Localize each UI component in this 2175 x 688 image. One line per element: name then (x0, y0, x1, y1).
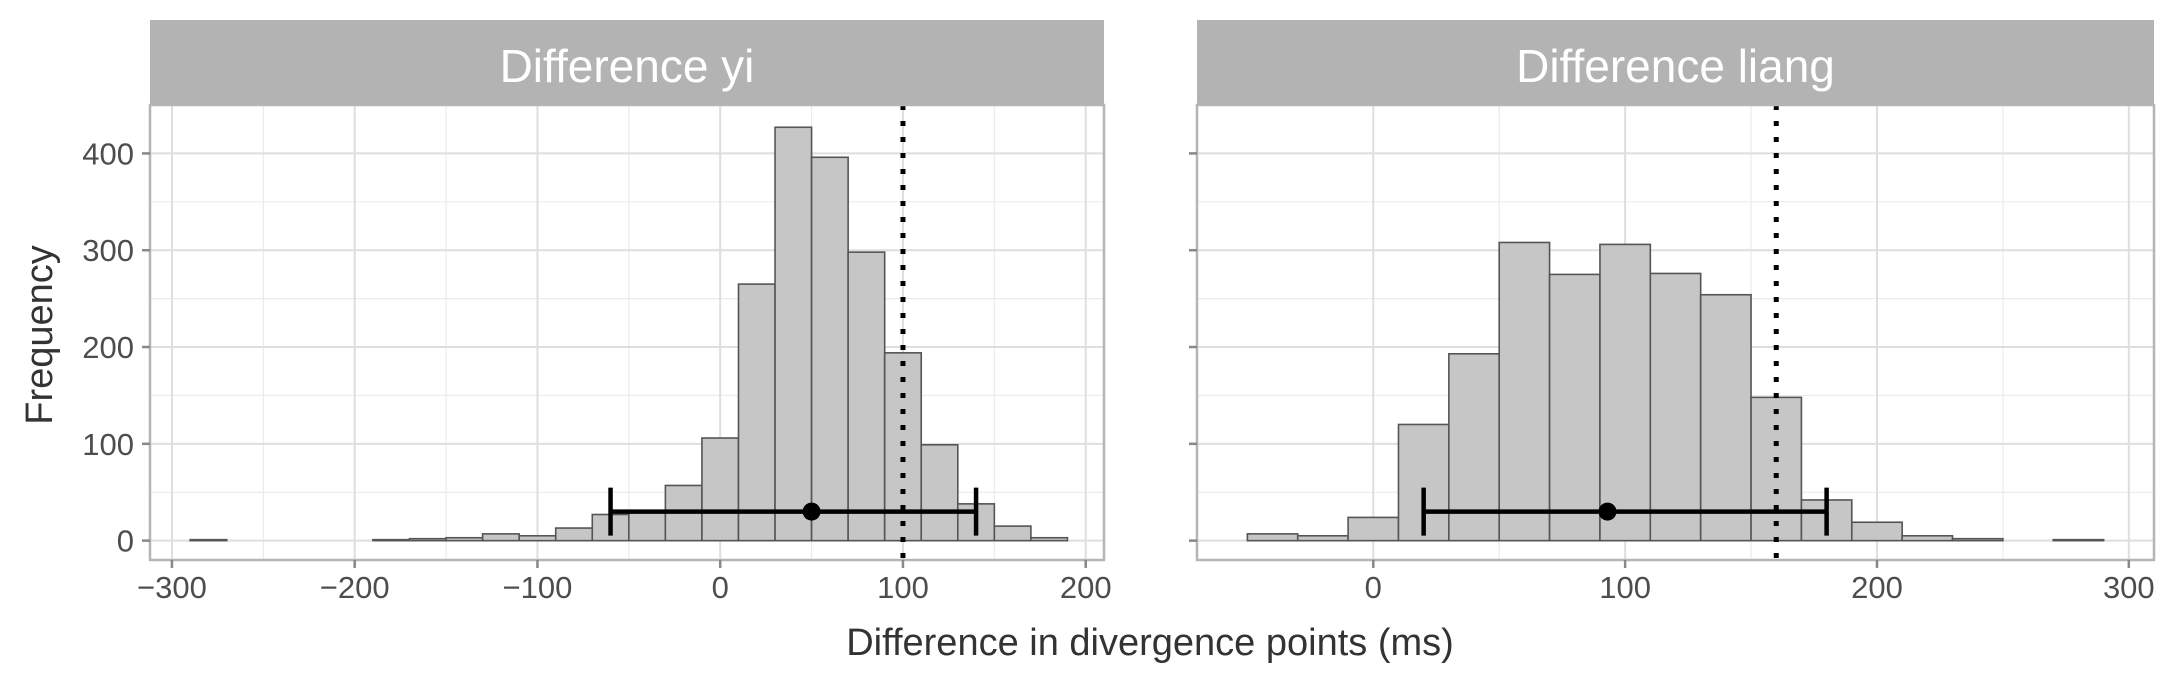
histogram-bar (993, 525, 1032, 542)
y-tick-label: 200 (82, 330, 134, 365)
histogram-bar (1649, 272, 1702, 542)
histogram-bar (1699, 293, 1752, 542)
histogram-bar (372, 538, 411, 542)
histogram-bar (1599, 243, 1652, 542)
histogram-bar (1246, 533, 1299, 542)
histogram-bar (554, 527, 594, 542)
histogram-bar (1750, 396, 1803, 542)
histogram-bar (628, 509, 667, 542)
x-axis-title: Difference in divergence points (ms) (846, 622, 1454, 664)
histogram-bar (1296, 534, 1349, 542)
histogram-bar (1901, 534, 1954, 542)
histogram-bar (445, 536, 484, 542)
y-tick-label: 400 (82, 136, 134, 171)
x-tick-label: −200 (320, 570, 390, 605)
histogram-bar (518, 534, 557, 542)
panel-border (148, 103, 1106, 562)
histogram-bar (920, 443, 959, 542)
y-tick-label: 0 (117, 524, 134, 559)
x-tick-label: 200 (1851, 570, 1903, 605)
histogram-bar (408, 537, 447, 542)
panel-border (1195, 103, 2156, 562)
x-tick-label: 300 (2103, 570, 2155, 605)
mean-point (802, 502, 821, 521)
histogram-bar (189, 538, 228, 542)
panel-strip (150, 20, 1104, 105)
x-tick-label: 100 (877, 570, 929, 605)
panel-title: Difference yi (500, 40, 755, 92)
histogram-bar (701, 437, 740, 542)
histogram-bar (810, 156, 849, 542)
histogram-bar (481, 533, 520, 542)
panel-strip (1197, 20, 2154, 105)
histogram-bar (1030, 536, 1069, 542)
mean-point (1598, 502, 1617, 521)
x-tick-label: −100 (503, 570, 573, 605)
x-tick-label: 0 (712, 570, 729, 605)
panel-title: Difference liang (1516, 40, 1835, 92)
histogram-bar (2052, 538, 2105, 542)
panel-2: Difference liang 0 100 200 300 (1189, 20, 2156, 605)
histogram-bar (774, 126, 813, 542)
x-tick-label: 100 (1599, 570, 1651, 605)
histogram-bar (1951, 537, 2004, 542)
y-axis-title: Frequency (19, 245, 61, 425)
x-tick-label: 200 (1060, 570, 1112, 605)
histogram-bar (847, 251, 886, 542)
x-tick-label: −300 (137, 570, 207, 605)
histogram-bar (737, 283, 776, 542)
y-tick-label: 300 (82, 233, 134, 268)
histogram-bar (1850, 521, 1903, 542)
histogram-bar (1347, 516, 1400, 542)
y-tick-label: 100 (82, 427, 134, 462)
panel-1: Difference yi −300 −200 −100 0 100 200 0 100 200 3… (82, 20, 1112, 605)
x-tick-label: 0 (1365, 570, 1382, 605)
histogram-bar (1498, 241, 1551, 542)
histogram-bar (1548, 273, 1601, 542)
